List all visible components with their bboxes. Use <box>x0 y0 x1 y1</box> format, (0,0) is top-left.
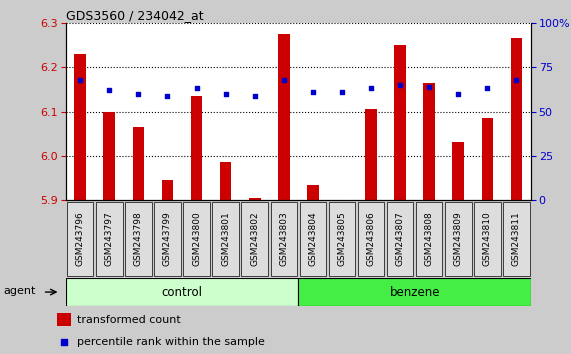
Point <box>59 339 69 344</box>
Bar <box>183 201 210 276</box>
Bar <box>271 201 297 276</box>
Bar <box>278 34 289 200</box>
Bar <box>67 201 94 276</box>
Point <box>221 91 230 97</box>
Bar <box>307 184 319 200</box>
Text: GSM243806: GSM243806 <box>367 212 376 266</box>
Point <box>483 86 492 91</box>
Bar <box>96 201 123 276</box>
Bar <box>416 201 443 276</box>
Bar <box>481 118 493 200</box>
Text: GSM243810: GSM243810 <box>483 212 492 266</box>
Point <box>134 91 143 97</box>
Text: GDS3560 / 234042_at: GDS3560 / 234042_at <box>66 9 203 22</box>
Text: GSM243804: GSM243804 <box>308 212 317 266</box>
Text: GSM243799: GSM243799 <box>163 212 172 266</box>
Point <box>104 87 114 93</box>
Bar <box>154 201 180 276</box>
Bar <box>365 109 377 200</box>
Bar <box>242 201 268 276</box>
Text: GSM243809: GSM243809 <box>454 212 463 266</box>
Text: GSM243797: GSM243797 <box>105 212 114 266</box>
Bar <box>191 96 202 200</box>
Text: GSM243807: GSM243807 <box>396 212 405 266</box>
Bar <box>395 45 406 200</box>
Text: GSM243796: GSM243796 <box>76 212 85 266</box>
Text: GSM243798: GSM243798 <box>134 212 143 266</box>
Point <box>454 91 463 97</box>
Bar <box>103 112 115 200</box>
Text: GSM243802: GSM243802 <box>250 212 259 266</box>
Point <box>512 77 521 82</box>
Point <box>75 77 85 82</box>
Bar <box>474 201 501 276</box>
Bar <box>300 201 326 276</box>
Bar <box>212 201 239 276</box>
Bar <box>249 198 260 200</box>
Text: GSM243805: GSM243805 <box>337 212 347 266</box>
Bar <box>66 278 298 306</box>
Bar <box>387 201 413 276</box>
Text: percentile rank within the sample: percentile rank within the sample <box>77 337 265 347</box>
Text: agent: agent <box>3 286 35 296</box>
Bar <box>424 83 435 200</box>
Point <box>279 77 288 82</box>
Point <box>337 89 347 95</box>
Text: GSM243800: GSM243800 <box>192 212 201 266</box>
Point <box>425 84 434 90</box>
Point <box>396 82 405 88</box>
Bar <box>510 39 522 200</box>
Text: GSM243808: GSM243808 <box>425 212 434 266</box>
Bar <box>74 54 86 200</box>
Text: GSM243811: GSM243811 <box>512 212 521 266</box>
Text: GSM243803: GSM243803 <box>279 212 288 266</box>
Bar <box>162 180 173 200</box>
Point <box>250 93 259 98</box>
Text: GSM243801: GSM243801 <box>221 212 230 266</box>
Bar <box>125 201 152 276</box>
Point <box>192 86 201 91</box>
Bar <box>503 201 530 276</box>
Bar <box>57 313 71 326</box>
Text: control: control <box>162 286 203 298</box>
Point <box>163 93 172 98</box>
Point <box>367 86 376 91</box>
Bar <box>220 162 231 200</box>
Bar <box>452 143 464 200</box>
Text: benzene: benzene <box>389 286 440 298</box>
Bar <box>132 127 144 200</box>
Text: transformed count: transformed count <box>77 315 181 325</box>
Point <box>308 89 317 95</box>
Bar <box>358 201 384 276</box>
Bar <box>329 201 355 276</box>
Bar <box>445 201 472 276</box>
Bar <box>298 278 531 306</box>
